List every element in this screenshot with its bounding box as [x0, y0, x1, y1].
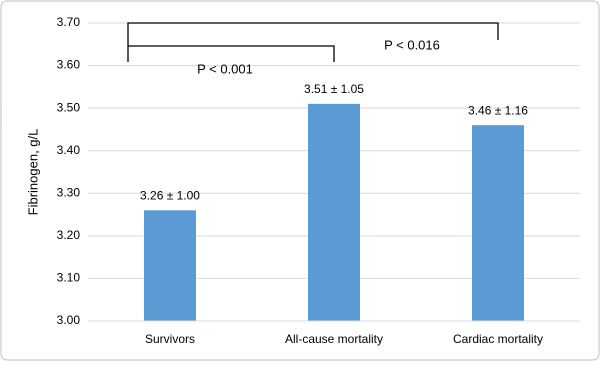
y-tick-label: 3.70 — [57, 15, 81, 29]
value-label: 3.46 ± 1.16 — [468, 103, 528, 117]
bar — [472, 125, 524, 322]
bar — [144, 210, 196, 321]
value-label: 3.51 ± 1.05 — [304, 82, 364, 96]
bracket — [127, 22, 499, 62]
x-tick-label: Cardiac mortality — [453, 332, 543, 346]
y-tick-label: 3.00 — [57, 313, 81, 327]
y-tick-label: 3.20 — [57, 228, 81, 242]
value-label: 3.26 ± 1.00 — [140, 188, 200, 202]
y-tick-label: 3.40 — [57, 143, 81, 157]
y-tick-label: 3.10 — [57, 271, 81, 285]
bar — [308, 103, 360, 321]
annotation: P < 0.016 — [384, 37, 440, 52]
x-tick-label: Survivors — [145, 332, 195, 346]
x-tick-label: All-cause mortality — [285, 332, 383, 346]
y-tick-label: 3.50 — [57, 100, 81, 114]
bracket — [128, 45, 335, 62]
y-tick-label: 3.30 — [57, 185, 81, 199]
y-tick-label: 3.60 — [57, 58, 81, 72]
y-axis-label: Fibrinogen, g/L — [25, 129, 40, 216]
annotation: P < 0.001 — [197, 61, 253, 76]
